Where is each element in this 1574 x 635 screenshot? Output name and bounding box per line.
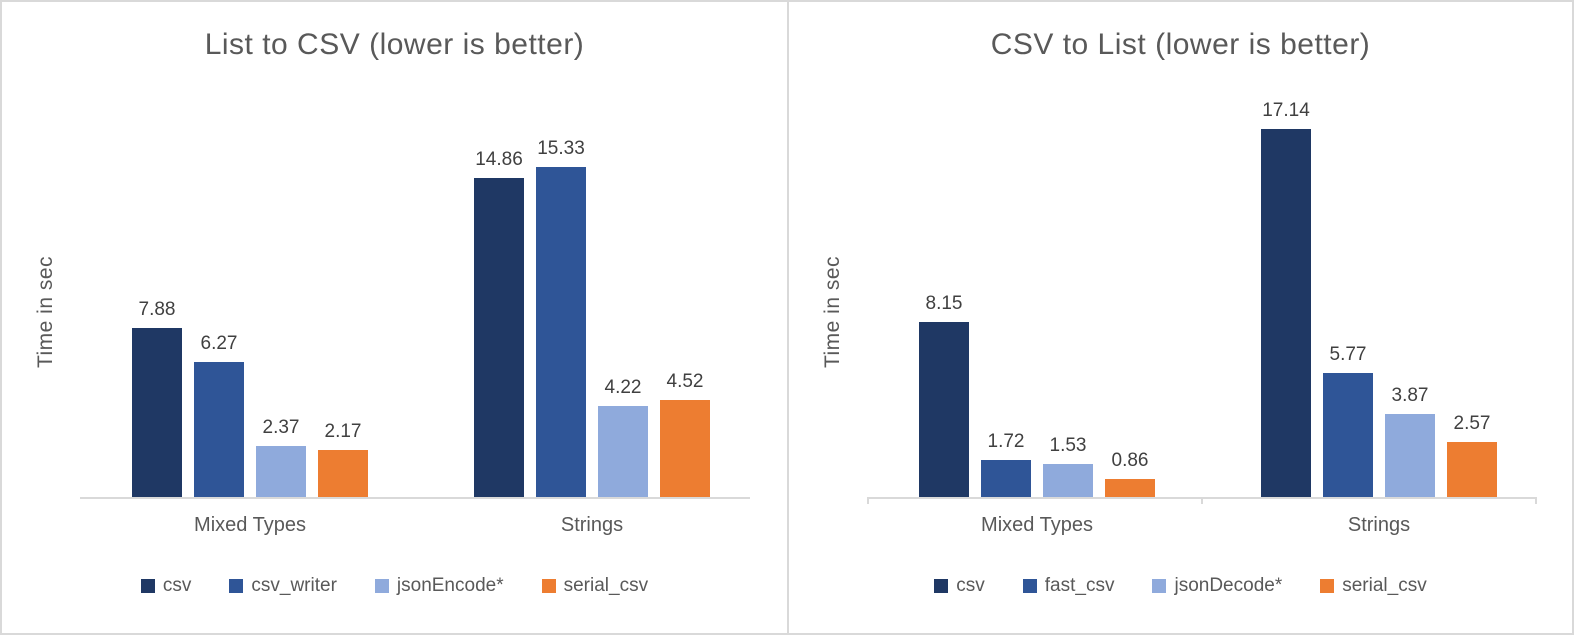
legend-item-serial_csv: serial_csv bbox=[541, 575, 649, 597]
bar bbox=[1385, 413, 1435, 497]
bar-group-strings: 14.86 15.33 4.22 4.52 bbox=[474, 138, 710, 497]
bar bbox=[536, 167, 586, 497]
legend-swatch-icon bbox=[229, 579, 244, 593]
legend-item-csv: csv bbox=[140, 575, 192, 597]
bar-serial_csv-mixed-types: 2.17 bbox=[318, 421, 368, 497]
bar-value-label: 8.15 bbox=[925, 292, 963, 314]
bar-value-label: 14.86 bbox=[475, 148, 523, 170]
bar bbox=[1323, 372, 1373, 497]
bar-fast_csv-strings: 5.77 bbox=[1323, 344, 1373, 497]
axis-tick bbox=[1535, 497, 1537, 504]
bar-group-mixed-types: 8.15 1.72 1.53 0.86 bbox=[919, 293, 1155, 497]
bar-value-label: 1.53 bbox=[1049, 435, 1087, 457]
bar-value-label: 0.86 bbox=[1111, 449, 1149, 471]
legend-label: csv_writer bbox=[251, 575, 337, 596]
bar-csv_writer-strings: 15.33 bbox=[536, 138, 586, 497]
legend-item-fast_csv: fast_csv bbox=[1022, 575, 1115, 597]
bar-csv-strings: 14.86 bbox=[474, 148, 524, 497]
chart-title: CSV to List (lower is better) bbox=[990, 28, 1371, 61]
bar-value-label: 7.88 bbox=[138, 298, 176, 320]
bar-value-label: 2.57 bbox=[1453, 412, 1491, 434]
bar bbox=[1105, 478, 1155, 497]
bar bbox=[919, 321, 969, 497]
chart-panel-csv-to-list: CSV to List (lower is better) Time in se… bbox=[787, 2, 1572, 633]
category-labels: Mixed Types Strings bbox=[2, 514, 787, 540]
bar-value-label: 4.52 bbox=[666, 370, 704, 392]
y-axis-label: Time in sec bbox=[821, 255, 844, 369]
legend-item-jsonEncode*: jsonEncode* bbox=[374, 575, 504, 597]
bar bbox=[474, 177, 524, 497]
legend-swatch-icon bbox=[1320, 579, 1335, 593]
bar-value-label: 15.33 bbox=[537, 138, 585, 160]
y-axis-label: Time in sec bbox=[34, 255, 57, 369]
category-label: Mixed Types bbox=[194, 514, 306, 536]
bar-serial_csv-mixed-types: 0.86 bbox=[1105, 449, 1155, 497]
bar-value-label: 5.77 bbox=[1329, 343, 1367, 365]
bar-jsonEncode*-mixed-types: 2.37 bbox=[256, 417, 306, 497]
legend-swatch-icon bbox=[374, 579, 389, 593]
bar bbox=[318, 450, 368, 497]
legend-label: jsonEncode* bbox=[396, 575, 504, 596]
bar-csv-mixed-types: 7.88 bbox=[132, 299, 182, 497]
bar bbox=[132, 327, 182, 497]
bar-value-label: 1.72 bbox=[987, 431, 1025, 452]
bar-jsonDecode*-mixed-types: 1.53 bbox=[1043, 435, 1093, 497]
bar-csv-mixed-types: 8.15 bbox=[919, 293, 969, 497]
legend-label: csv bbox=[162, 575, 192, 596]
legend-label: serial_csv bbox=[1342, 575, 1427, 596]
legend-item-csv: csv bbox=[934, 575, 985, 597]
bar-serial_csv-strings: 4.52 bbox=[660, 371, 710, 497]
plot-area: 7.88 6.27 2.37 2.17 14.86 15.33 4.22 4.52 bbox=[80, 127, 750, 499]
legend: csv csv_writer jsonEncode* serial_csv bbox=[2, 575, 787, 597]
bar bbox=[981, 460, 1031, 497]
legend-swatch-icon bbox=[140, 579, 155, 593]
bar bbox=[1261, 128, 1311, 497]
legend-label: fast_csv bbox=[1044, 575, 1115, 596]
legend-swatch-icon bbox=[1152, 579, 1167, 593]
axis-tick bbox=[867, 497, 869, 504]
category-label: Strings bbox=[1347, 514, 1411, 536]
bar-serial_csv-strings: 2.57 bbox=[1447, 413, 1497, 497]
x-axis-line bbox=[867, 497, 1537, 504]
bar-group-mixed-types: 7.88 6.27 2.37 2.17 bbox=[132, 299, 368, 497]
legend-label: serial_csv bbox=[563, 575, 649, 596]
bar bbox=[1447, 441, 1497, 497]
bar-jsonDecode*-strings: 3.87 bbox=[1385, 385, 1435, 497]
x-axis-line bbox=[80, 497, 750, 499]
bar-value-label: 3.87 bbox=[1391, 384, 1429, 406]
legend-swatch-icon bbox=[541, 579, 556, 593]
legend-swatch-icon bbox=[1022, 579, 1037, 593]
bar bbox=[1043, 464, 1093, 497]
legend-label: jsonDecode* bbox=[1174, 575, 1283, 596]
bar-value-label: 17.14 bbox=[1262, 99, 1310, 121]
legend-item-serial_csv: serial_csv bbox=[1320, 575, 1427, 597]
bar-value-label: 6.27 bbox=[200, 333, 238, 355]
legend: csv fast_csv jsonDecode* serial_csv bbox=[789, 575, 1572, 597]
bar-csv_writer-mixed-types: 6.27 bbox=[194, 333, 244, 497]
bar-jsonEncode*-strings: 4.22 bbox=[598, 377, 648, 497]
bar-csv-strings: 17.14 bbox=[1261, 99, 1311, 497]
chart-title: List to CSV (lower is better) bbox=[204, 28, 585, 61]
plot-area: 8.15 1.72 1.53 0.86 17.14 5.77 3.87 2.57 bbox=[867, 100, 1537, 504]
chart-panel-list-to-csv: List to CSV (lower is better) Time in se… bbox=[2, 2, 787, 633]
bar-value-label: 2.37 bbox=[262, 417, 300, 438]
axis-tick bbox=[1201, 497, 1203, 504]
category-labels: Mixed Types Strings bbox=[789, 514, 1572, 540]
bar-group-strings: 17.14 5.77 3.87 2.57 bbox=[1261, 99, 1497, 497]
bar bbox=[598, 406, 648, 497]
category-label: Mixed Types bbox=[981, 514, 1093, 536]
bar bbox=[194, 362, 244, 497]
legend-item-csv_writer: csv_writer bbox=[229, 575, 337, 597]
legend-label: csv bbox=[956, 575, 985, 596]
bar bbox=[256, 446, 306, 497]
legend-swatch-icon bbox=[934, 579, 949, 593]
category-label: Strings bbox=[560, 514, 624, 536]
bar-fast_csv-mixed-types: 1.72 bbox=[981, 431, 1031, 497]
legend-item-jsonDecode*: jsonDecode* bbox=[1152, 575, 1282, 597]
bar bbox=[660, 399, 710, 497]
bar-value-label: 2.17 bbox=[324, 421, 362, 443]
bar-value-label: 4.22 bbox=[604, 377, 642, 399]
